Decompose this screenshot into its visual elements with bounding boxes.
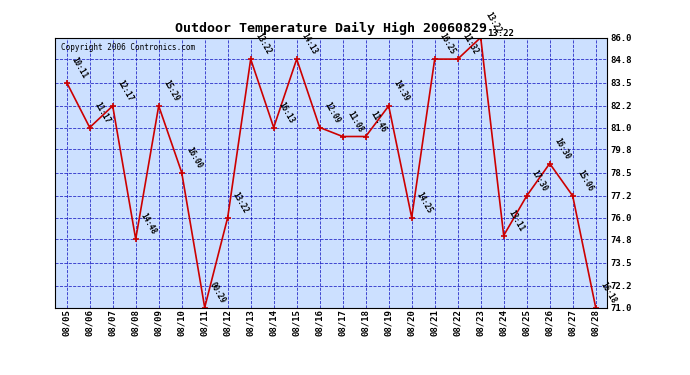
Text: 16:30: 16:30: [553, 136, 572, 161]
Text: 14:13: 14:13: [299, 32, 319, 56]
Text: Copyright 2006 Contronics.com: Copyright 2006 Contronics.com: [61, 43, 195, 52]
Text: 15:06: 15:06: [575, 169, 595, 193]
Text: 16:25: 16:25: [437, 32, 457, 56]
Text: 13:22: 13:22: [230, 190, 250, 215]
Text: 14:39: 14:39: [391, 79, 411, 103]
Text: 12:17: 12:17: [115, 79, 135, 103]
Text: 16:18: 16:18: [598, 280, 618, 305]
Title: Outdoor Temperature Daily High 20060829: Outdoor Temperature Daily High 20060829: [175, 22, 487, 35]
Text: 00:29: 00:29: [208, 280, 227, 305]
Text: 17:30: 17:30: [529, 169, 549, 193]
Text: 14:48: 14:48: [139, 212, 158, 236]
Text: 13:11: 13:11: [506, 208, 526, 233]
Text: 11:32: 11:32: [460, 32, 480, 56]
Text: 13:22: 13:22: [253, 32, 273, 56]
Text: 11:08: 11:08: [346, 109, 365, 134]
Text: 16:00: 16:00: [184, 145, 204, 170]
Text: 11:46: 11:46: [368, 109, 388, 134]
Text: 15:29: 15:29: [161, 79, 181, 103]
Text: 11:17: 11:17: [92, 100, 112, 125]
Text: 12:09: 12:09: [322, 100, 342, 125]
Text: 13:22: 13:22: [484, 10, 503, 35]
Text: 13:22: 13:22: [488, 28, 515, 38]
Text: 10:11: 10:11: [70, 55, 89, 80]
Text: 14:25: 14:25: [415, 190, 434, 215]
Text: 16:13: 16:13: [277, 100, 296, 125]
